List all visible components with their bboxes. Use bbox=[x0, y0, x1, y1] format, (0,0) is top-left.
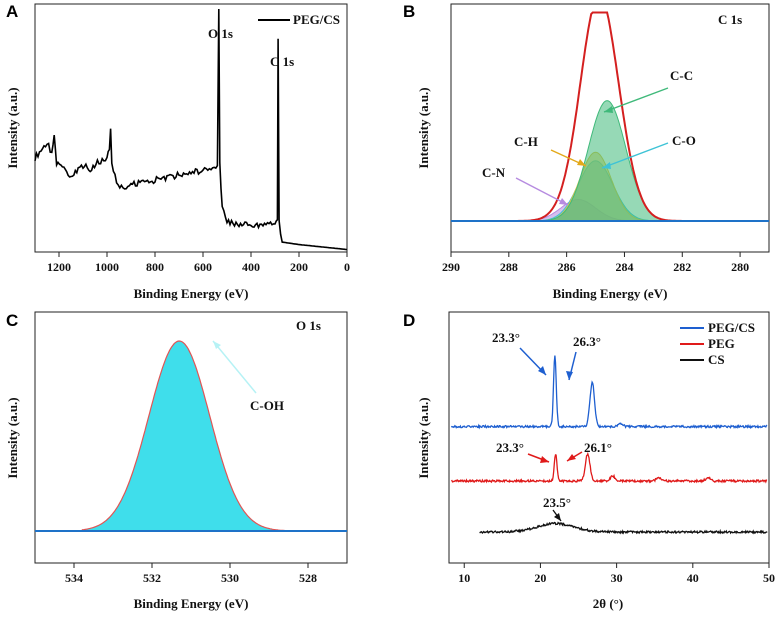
x-axis-a-tick-label: 0 bbox=[344, 260, 350, 274]
arrow-c-o bbox=[601, 142, 669, 169]
x-axis-label-b: Binding Energy (eV) bbox=[553, 286, 668, 301]
x-axis-label-a: Binding Energy (eV) bbox=[134, 286, 249, 301]
y-axis-label-d: Intensity (a.u.) bbox=[416, 397, 431, 478]
x-axis-c-tick-label: 534 bbox=[65, 571, 83, 585]
components-b bbox=[451, 100, 769, 222]
panel-a: 1200 1000 800 600 400 200 0 PEG/CS O 1s C 1s B… bbox=[5, 3, 350, 301]
x-axis-d: 10 20 30 40 50 bbox=[458, 563, 775, 585]
x-axis-d-tick-label: 50 bbox=[763, 571, 775, 585]
x-axis-a-tick-label: 400 bbox=[242, 260, 260, 274]
envelope-line-o1s bbox=[81, 340, 293, 532]
x-axis-c: 534 532 530 528 bbox=[65, 563, 317, 585]
peak-label-c1s: C 1s bbox=[270, 54, 294, 69]
x-axis-a-tick-label: 800 bbox=[146, 260, 164, 274]
label-c-h: C-H bbox=[514, 134, 538, 149]
series-line-peg-xrd bbox=[451, 451, 768, 484]
plot-frame-a bbox=[34, 3, 348, 253]
arrowhead-peg-cs-23-3 bbox=[538, 366, 546, 375]
y-axis-label-b: Intensity (a.u.) bbox=[416, 87, 431, 168]
series-line-peg-cs bbox=[34, 8, 348, 251]
x-axis-b-tick-label: 290 bbox=[442, 260, 460, 274]
annotation-peg-23-3: 23.3° bbox=[496, 440, 524, 455]
annotation-peg-cs-23-3: 23.3° bbox=[492, 330, 520, 345]
x-axis-c-tick-label: 532 bbox=[143, 571, 161, 585]
x-axis-d-tick-label: 30 bbox=[611, 571, 623, 585]
panel-label-d: D bbox=[403, 311, 415, 330]
panel-label-a: A bbox=[6, 2, 18, 21]
annotation-cs-23-5: 23.5° bbox=[543, 495, 571, 510]
series-line-cs-xrd bbox=[479, 521, 768, 535]
label-c-n: C-N bbox=[482, 165, 506, 180]
arrow-c-n bbox=[515, 177, 569, 206]
arrow-c-oh bbox=[212, 340, 257, 394]
x-axis-a-tick-label: 1000 bbox=[95, 260, 119, 274]
arrowhead-c-h bbox=[577, 159, 586, 166]
arrowhead-c-o bbox=[602, 162, 611, 169]
title-o1s: O 1s bbox=[296, 318, 321, 333]
arrowhead-c-oh bbox=[213, 341, 221, 349]
x-axis-d-tick-label: 10 bbox=[458, 571, 470, 585]
x-axis-a-tick-label: 1200 bbox=[47, 260, 71, 274]
y-axis-label-a: Intensity (a.u.) bbox=[5, 87, 20, 168]
arrowhead-peg-26-1 bbox=[567, 454, 576, 461]
annotation-peg-26-1: 26.1° bbox=[584, 440, 612, 455]
x-axis-c-tick-label: 528 bbox=[299, 571, 317, 585]
x-axis-a-tick-label: 200 bbox=[290, 260, 308, 274]
arrow-c-c bbox=[603, 87, 669, 113]
label-c-oh: C-OH bbox=[250, 398, 284, 413]
y-axis-label-c: Intensity (a.u.) bbox=[5, 397, 20, 478]
legend-label-cs-xrd: CS bbox=[708, 352, 725, 367]
annotation-peg-cs-26-3: 26.3° bbox=[573, 334, 601, 349]
x-axis-d-tick-label: 20 bbox=[534, 571, 546, 585]
label-c-o: C-O bbox=[672, 133, 696, 148]
x-axis-b-tick-label: 282 bbox=[673, 260, 691, 274]
component-area-c-c bbox=[451, 100, 769, 222]
panel-c: 534 532 530 528 O 1s C-OH Binding Energy (e… bbox=[5, 311, 348, 611]
arrowhead-c-n bbox=[559, 198, 568, 205]
legend-label-peg-xrd: PEG bbox=[708, 336, 735, 351]
legend-label-peg-cs: PEG/CS bbox=[293, 12, 340, 27]
x-axis-b-tick-label: 280 bbox=[731, 260, 749, 274]
plot-frame-b bbox=[450, 3, 770, 253]
x-axis-label-c: Binding Energy (eV) bbox=[134, 596, 249, 611]
x-axis-c-tick-label: 530 bbox=[221, 571, 239, 585]
arrowhead-peg-23-3 bbox=[540, 456, 549, 463]
panel-label-b: B bbox=[403, 2, 415, 21]
arrowhead-peg-cs-26-3 bbox=[566, 371, 573, 380]
peak-label-o1s: O 1s bbox=[208, 26, 233, 41]
x-axis-label-d: 2θ (°) bbox=[593, 596, 623, 611]
arrowhead-c-c bbox=[604, 106, 613, 113]
x-axis-b-tick-label: 284 bbox=[615, 260, 633, 274]
x-axis-b-tick-label: 286 bbox=[558, 260, 576, 274]
x-axis-d-tick-label: 40 bbox=[687, 571, 699, 585]
x-axis-b-tick-label: 288 bbox=[500, 260, 518, 274]
component-area-c-oh bbox=[81, 341, 293, 531]
plot-frame-d bbox=[448, 311, 770, 564]
x-axis-a: 1200 1000 800 600 400 200 0 bbox=[47, 252, 350, 274]
plot-frame-c bbox=[34, 311, 348, 564]
series-line-peg-cs-xrd bbox=[450, 355, 768, 430]
x-axis-b: 290 288 286 284 282 280 bbox=[442, 252, 749, 274]
title-c1s: C 1s bbox=[718, 12, 742, 27]
arrowhead-cs-23-5 bbox=[554, 513, 561, 521]
panel-b: 290 288 286 284 282 280 C 1s C-C C-H C-O C-N … bbox=[416, 3, 770, 301]
panel-label-c: C bbox=[6, 311, 18, 330]
label-c-c: C-C bbox=[670, 68, 693, 83]
x-axis-a-tick-label: 600 bbox=[194, 260, 212, 274]
legend-label-peg-cs-xrd: PEG/CS bbox=[708, 320, 755, 335]
panel-d: 10 20 30 40 50 PEG/CS PEG CS 23.3° 26.3° 23.… bbox=[416, 311, 775, 611]
